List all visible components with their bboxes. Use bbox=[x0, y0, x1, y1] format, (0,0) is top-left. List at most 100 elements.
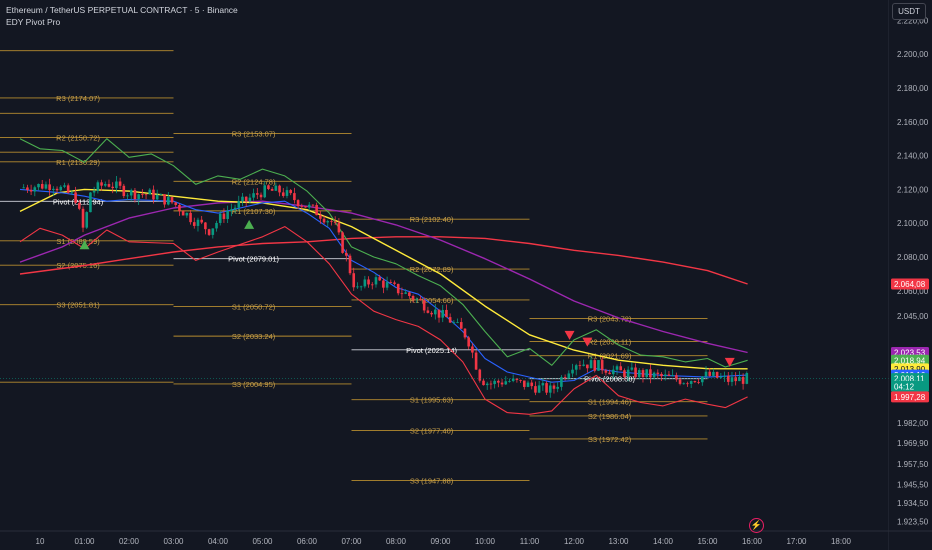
buy-marker bbox=[244, 219, 255, 229]
time-tick-label: 02:00 bbox=[119, 537, 140, 546]
candle-body bbox=[74, 192, 77, 203]
series-line bbox=[19, 236, 748, 285]
candle-body bbox=[129, 190, 133, 196]
candle-body bbox=[534, 386, 537, 393]
candle-body bbox=[571, 369, 574, 374]
candle-body bbox=[686, 383, 689, 385]
candle-body bbox=[174, 202, 178, 205]
candle-body bbox=[526, 382, 530, 387]
price-tick-label: 1.923,50 bbox=[897, 518, 929, 527]
candle-body bbox=[133, 190, 137, 200]
candle-body bbox=[385, 282, 389, 288]
price-tick-label: 1.945,50 bbox=[897, 480, 929, 489]
candle-body bbox=[675, 375, 678, 380]
price-axis[interactable]: 2.220,00 2.200,00 2.180,00 2.160,00 2.140,00… bbox=[889, 0, 932, 550]
price-tick-label: 2.220,00 bbox=[897, 16, 929, 25]
candle-body bbox=[63, 185, 66, 187]
price-label-box bbox=[891, 391, 929, 403]
price-tick-label: 1.969,90 bbox=[897, 439, 929, 448]
candle-body bbox=[155, 194, 159, 200]
price-tick-label: 2.160,00 bbox=[897, 118, 929, 127]
time-tick-label: 01:00 bbox=[74, 537, 95, 546]
candle-body bbox=[678, 379, 682, 384]
price-axis-bg bbox=[889, 0, 932, 550]
pivot-label-s2: S2 (2033.24) bbox=[232, 332, 276, 341]
candle-body bbox=[434, 309, 437, 315]
candle-body bbox=[207, 229, 211, 235]
time-tick-label: 07:00 bbox=[341, 537, 362, 546]
candle-body bbox=[122, 185, 126, 197]
candle-body bbox=[723, 375, 726, 377]
candle-body bbox=[552, 385, 556, 389]
time-tick-label: 05:00 bbox=[252, 537, 273, 546]
candle-body bbox=[556, 386, 559, 389]
candle-body bbox=[78, 202, 81, 209]
pivot-label-r2: R2 (2030.11) bbox=[588, 337, 632, 346]
time-tick-label: 17:00 bbox=[786, 537, 807, 546]
sell-marker bbox=[724, 357, 735, 367]
price-label-text: 2.013,90 bbox=[894, 365, 926, 374]
candle-body bbox=[137, 194, 140, 200]
candle-body bbox=[715, 371, 719, 378]
price-label-text: 2.023,53 bbox=[894, 349, 926, 358]
candle-body bbox=[704, 371, 708, 377]
candle-body bbox=[623, 370, 626, 377]
indicator-name[interactable]: EDY Pivot Pro bbox=[6, 17, 61, 27]
candle-body bbox=[708, 371, 712, 376]
pivot-label-r1: R1 (2107.30) bbox=[232, 207, 276, 216]
pivot-label-s1: S1 (1994.46) bbox=[588, 398, 632, 407]
candle-body bbox=[471, 346, 474, 353]
candle-body bbox=[40, 183, 44, 189]
candle-body bbox=[634, 367, 637, 378]
candle-body bbox=[29, 189, 33, 192]
time-axis[interactable]: 10 01:00 02:00 03:00 04:00 05:00 06:00 07:00 08:… bbox=[0, 530, 932, 546]
candle-body bbox=[333, 221, 337, 223]
price-label-text: 04:12 bbox=[894, 382, 915, 391]
candle-body bbox=[511, 378, 515, 382]
candle-body bbox=[519, 379, 522, 381]
candle-body bbox=[311, 204, 315, 206]
time-tick-label: 10 bbox=[36, 537, 45, 546]
candle-body bbox=[270, 188, 274, 191]
candle-body bbox=[504, 381, 508, 385]
candle-body bbox=[115, 181, 118, 189]
buy-marker bbox=[79, 240, 90, 250]
candle-body bbox=[100, 182, 103, 186]
candle-body bbox=[600, 360, 604, 371]
pivot-label-pivot: Pivot (2112.94) bbox=[53, 197, 104, 206]
candle-body bbox=[489, 383, 493, 385]
candle-body bbox=[730, 377, 734, 382]
candle-body bbox=[448, 317, 452, 323]
candle-body bbox=[545, 383, 548, 393]
price-tick-label: 1.982,00 bbox=[897, 419, 929, 428]
candle-body bbox=[619, 366, 623, 371]
candle-body bbox=[341, 232, 344, 253]
candle-body bbox=[500, 382, 504, 385]
pivot-label-s1: S1 (2089.59) bbox=[56, 237, 100, 246]
candle-body bbox=[589, 360, 593, 369]
time-tick-label: 10:00 bbox=[475, 537, 496, 546]
lightning-icon[interactable]: ⚡ bbox=[749, 518, 764, 533]
candle-body bbox=[382, 280, 385, 288]
candle-body bbox=[148, 189, 152, 195]
candle-body bbox=[741, 377, 745, 384]
candle-body bbox=[196, 219, 200, 226]
candle-body bbox=[126, 195, 129, 197]
pivot-label-r2: R2 (2124.78) bbox=[232, 177, 276, 186]
candle-body bbox=[411, 295, 415, 300]
price-tick-label: 1.934,50 bbox=[897, 499, 929, 508]
candle-body bbox=[267, 185, 270, 189]
candle-body bbox=[508, 381, 511, 382]
candle-body bbox=[474, 352, 478, 370]
candle-body bbox=[586, 364, 589, 369]
candle-body bbox=[652, 372, 656, 378]
candle-body bbox=[641, 370, 645, 378]
candle-body bbox=[701, 376, 704, 383]
currency-button[interactable]: USDT bbox=[892, 3, 926, 20]
price-tick-label: 1.957,50 bbox=[897, 460, 929, 469]
time-tick-label: 14:00 bbox=[653, 537, 674, 546]
candle-body bbox=[274, 185, 278, 191]
pivot-label-r2: R2 (2150.72) bbox=[56, 133, 100, 142]
candle-body bbox=[626, 369, 630, 377]
